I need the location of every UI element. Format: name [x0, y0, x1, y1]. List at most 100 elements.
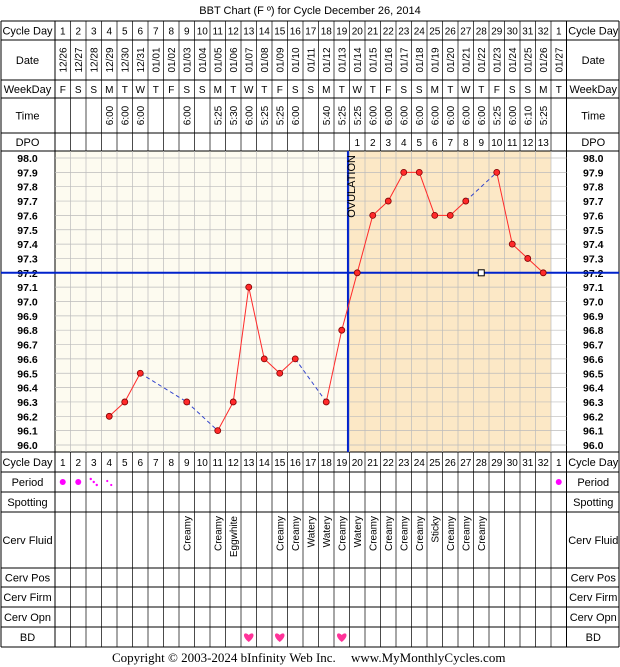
cerv-fluid-cell: Creamy	[399, 516, 410, 551]
y-tick-label-left: 98.0	[17, 153, 38, 165]
dpo-cell: 11	[507, 138, 518, 149]
temperature-line	[496, 172, 513, 245]
y-tick-label-left: 97.5	[17, 225, 38, 237]
weekday-cell: M	[539, 85, 547, 96]
y-tick-label-left: 97.7	[17, 196, 38, 208]
coverline-marker	[477, 269, 485, 277]
cycle-day-cell: 3	[91, 27, 97, 38]
y-tick-label-left: 97.9	[17, 167, 38, 179]
dpo-cell: 9	[478, 138, 484, 149]
cycle-day-cell: 31	[522, 27, 534, 38]
cerv-fluid-label-left: Cerv Fluid	[2, 535, 52, 547]
weekday-label-right: WeekDay	[570, 84, 618, 96]
time-cell: 5:30	[229, 105, 240, 125]
period-dot-small	[92, 480, 95, 484]
spotting-label-right: Spotting	[573, 497, 613, 509]
y-tick-label-left: 96.6	[17, 354, 38, 366]
time-cell: 5:25	[213, 105, 224, 125]
y-tick-label-right: 97.6	[583, 210, 604, 222]
cycle-day-bottom-label-left: Cycle Day	[2, 457, 53, 469]
time-cell: 5:25	[337, 105, 348, 125]
date-label-left: Date	[16, 55, 39, 67]
temperature-gap-line	[139, 372, 188, 403]
weekday-cell: S	[199, 85, 206, 96]
y-tick-label-left: 96.8	[17, 325, 38, 337]
cycle-day-cell: 6	[137, 27, 143, 38]
cycle-day-cell: 20	[352, 27, 364, 38]
time-cell: 5:25	[492, 105, 503, 125]
weekday-cell: T	[230, 85, 236, 96]
weekday-cell: F	[168, 85, 174, 96]
y-tick-label-left: 96.2	[17, 411, 38, 423]
cerv-fluid-cell: Watery	[353, 516, 364, 547]
cycle-day-cell-bottom: 3	[91, 458, 97, 469]
weekday-cell: T	[153, 85, 159, 96]
cycle-day-cell: 17	[305, 27, 317, 38]
cycle-day-cell-bottom: 6	[137, 458, 143, 469]
date-cell: 12/29	[105, 47, 116, 72]
time-cell: 6:00	[368, 105, 379, 125]
period-dot	[59, 479, 66, 485]
y-tick-label-right: 96.6	[583, 354, 604, 366]
date-cell: 01/15	[368, 47, 379, 72]
temperature-point	[462, 197, 470, 205]
ovulation-label: OVULATION	[346, 155, 358, 218]
temperature-line	[341, 272, 358, 331]
cycle-day-cell: 2	[75, 27, 81, 38]
temperature-line	[418, 172, 436, 216]
footer-site-link[interactable]: www.MyMonthlyCycles.com	[351, 650, 505, 665]
time-cell: 6:00	[136, 105, 147, 125]
cycle-day-cell-bottom: 30	[507, 458, 519, 469]
period-dot-small	[89, 477, 92, 481]
temperature-point	[322, 398, 330, 406]
temperature-point	[291, 355, 299, 363]
y-tick-label-left: 96.3	[17, 397, 38, 409]
y-tick-label-right: 96.0	[583, 440, 604, 452]
weekday-cell: W	[353, 85, 363, 96]
date-cell: 01/04	[198, 47, 209, 72]
date-cell: 01/25	[523, 47, 534, 72]
date-cell: 12/28	[89, 47, 100, 72]
temperature-point	[136, 369, 144, 377]
temperature-point	[369, 211, 377, 219]
date-cell: 01/02	[167, 47, 178, 72]
cycle-day-cell: 9	[184, 27, 190, 38]
y-tick-label-left: 97.4	[17, 239, 38, 251]
temperature-point	[338, 326, 346, 334]
temperature-line	[449, 200, 467, 216]
y-tick-label-right: 96.5	[583, 368, 604, 380]
time-cell: 6:00	[461, 105, 472, 125]
time-label-left: Time	[15, 111, 39, 123]
cerv-fluid-cell: Creamy	[182, 516, 193, 551]
date-cell: 12/31	[136, 47, 147, 72]
y-tick-label-left: 96.4	[17, 383, 38, 395]
y-tick-label-right: 96.9	[583, 311, 604, 323]
y-tick-label-right: 97.1	[583, 282, 604, 294]
dpo-cell: 10	[491, 138, 503, 149]
cerv-pos-label-left: Cerv Pos	[5, 573, 51, 585]
date-cell: 01/20	[446, 47, 457, 72]
dpo-cell: 8	[463, 138, 469, 149]
date-cell: 01/14	[353, 47, 364, 72]
cerv-firm-label-left: Cerv Firm	[3, 592, 51, 604]
cerv-fluid-cell: Sticky	[430, 516, 441, 543]
time-cell: 5:25	[539, 105, 550, 125]
dpo-cell: 3	[385, 138, 391, 149]
y-tick-label-right: 96.4	[583, 383, 604, 395]
dpo-cell: 4	[401, 138, 407, 149]
cycle-day-cell: 12	[228, 27, 240, 38]
cerv-fluid-cell: Creamy	[446, 516, 457, 551]
cycle-day-cell: 26	[445, 27, 457, 38]
cycle-day-cell-bottom: 17	[305, 458, 317, 469]
temperature-line	[279, 358, 296, 374]
time-cell: 5:25	[260, 105, 271, 125]
weekday-cell: W	[244, 85, 254, 96]
cycle-day-cell-bottom: 26	[445, 458, 457, 469]
y-tick-label-right: 98.0	[583, 153, 604, 165]
dpo-cell: 6	[432, 138, 438, 149]
cerv-fluid-cell: Creamy	[275, 516, 286, 551]
cycle-day-cell-bottom: 20	[352, 458, 364, 469]
cycle-day-label-right: Cycle Day	[568, 26, 619, 38]
cycle-day-cell-bottom: 24	[414, 458, 426, 469]
